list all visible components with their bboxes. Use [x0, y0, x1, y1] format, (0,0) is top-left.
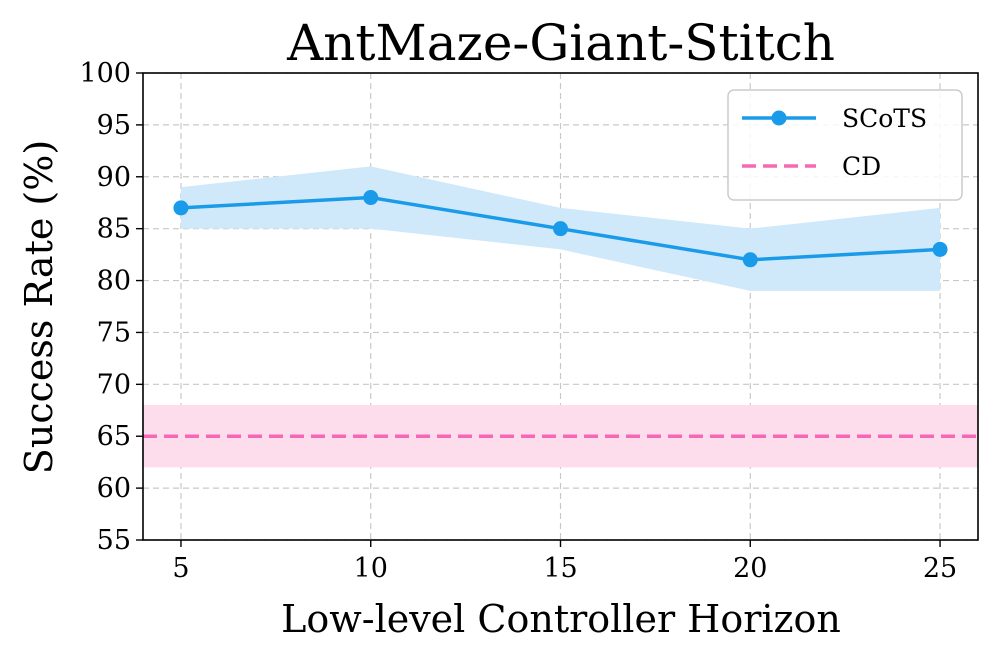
legend-scots-marker [771, 110, 787, 126]
y-tick-label: 80 [97, 266, 131, 297]
axis-ticks: 55 60 65 70 75 80 85 90 95 100 5 10 15 20 25 [79, 58, 957, 584]
y-tick-label: 90 [97, 162, 131, 193]
x-tick-label: 10 [354, 553, 388, 584]
y-tick-label: 100 [79, 58, 131, 89]
x-tick-label: 5 [172, 553, 189, 584]
legend-cd-label: CD [842, 152, 881, 181]
y-tick-label: 60 [97, 473, 131, 504]
y-tick-label: 70 [97, 369, 131, 400]
scots-point [742, 252, 758, 268]
y-tick-label: 95 [97, 110, 131, 141]
x-tick-label: 25 [923, 553, 957, 584]
x-axis-label: Low-level Controller Horizon [281, 597, 841, 641]
x-tick-label: 20 [733, 553, 767, 584]
y-tick-label: 75 [97, 317, 131, 348]
y-tick-label: 55 [97, 525, 131, 556]
cd-band [143, 405, 978, 468]
x-tick-label: 15 [543, 553, 577, 584]
scots-point [363, 190, 379, 206]
chart-title: AntMaze-Giant-Stitch [286, 14, 835, 72]
y-tick-label: 65 [97, 421, 131, 452]
scots-point [173, 200, 189, 216]
scots-point [553, 221, 568, 237]
y-tick-label: 85 [97, 214, 131, 245]
legend-scots-label: SCoTS [842, 104, 927, 133]
legend: SCoTS CD [727, 89, 963, 201]
y-axis-label: Success Rate (%) [17, 140, 61, 474]
scots-point [932, 241, 948, 257]
series-markers [173, 190, 948, 268]
